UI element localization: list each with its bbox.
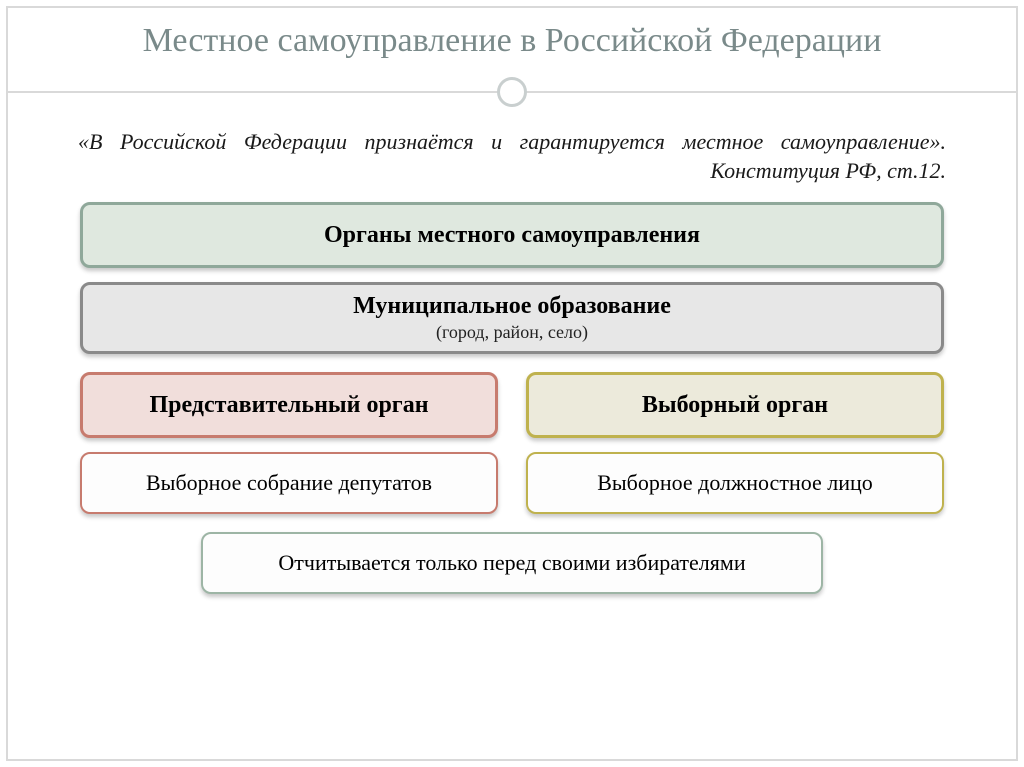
quote-text: «В Российской Федерации признаётся и гар… (78, 127, 946, 157)
row-footer: Отчитывается только перед своими избират… (80, 532, 944, 594)
page-title: Местное самоуправление в Российской Феде… (48, 20, 976, 63)
box-elect-organ-label: Выборный орган (642, 392, 828, 419)
row-bodies: Выборное собрание депутатов Выборное дол… (80, 452, 944, 514)
box-municipal: Муниципальное образование (город, район,… (80, 282, 944, 354)
title-wrap: Местное самоуправление в Российской Феде… (8, 8, 1016, 63)
title-decoration (8, 69, 1016, 115)
box-elected-organ: Выборный орган (526, 372, 944, 438)
hierarchy-diagram: Органы местного самоуправления Муниципал… (8, 194, 1016, 594)
row-organ-types: Представительный орган Выборный орган (80, 372, 944, 438)
box-deputies-assembly: Выборное собрание депутатов (80, 452, 498, 514)
box-municipal-label: Муниципальное образование (353, 293, 671, 320)
quote-citation: Конституция РФ, ст.12. (78, 158, 946, 184)
slide-frame: Местное самоуправление в Российской Феде… (6, 6, 1018, 761)
box-official-label: Выборное должностное лицо (597, 470, 873, 496)
decor-circle-icon (497, 77, 527, 107)
box-reports-to-voters: Отчитывается только перед своими избират… (201, 532, 823, 594)
box-deputies-label: Выборное собрание депутатов (146, 470, 432, 496)
box-representative-organ: Представительный орган (80, 372, 498, 438)
box-reports-label: Отчитывается только перед своими избират… (278, 550, 745, 576)
box-elected-official: Выборное должностное лицо (526, 452, 944, 514)
box-organs: Органы местного самоуправления (80, 202, 944, 268)
box-organs-label: Органы местного самоуправления (324, 222, 700, 249)
box-municipal-sublabel: (город, район, село) (436, 322, 588, 343)
quote-block: «В Российской Федерации признаётся и гар… (8, 115, 1016, 195)
box-rep-organ-label: Представительный орган (149, 392, 428, 419)
